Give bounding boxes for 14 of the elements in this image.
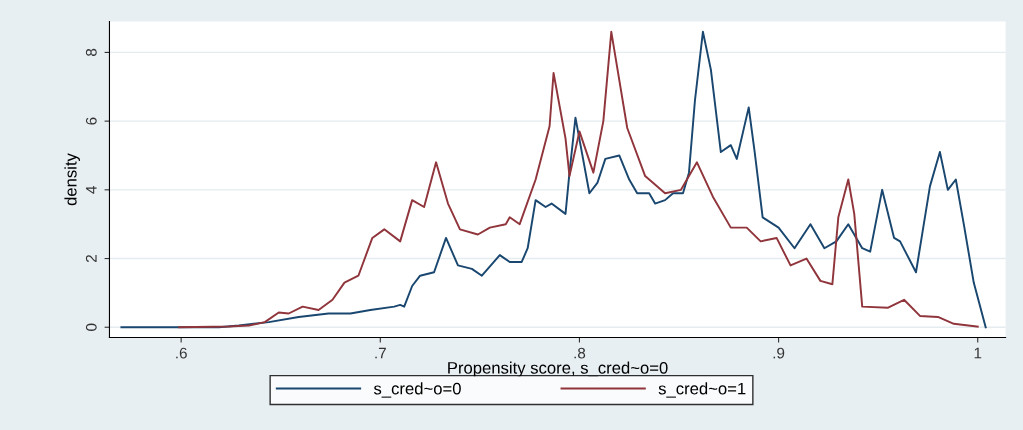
y-tick-label: 2: [85, 255, 97, 263]
x-tick-label: .7: [375, 347, 386, 359]
y-tick-label: 6: [85, 117, 97, 125]
y-axis-title: density: [64, 153, 80, 206]
legend-label: s_cred~o=1: [658, 382, 746, 398]
legend-label: s_cred~o=0: [373, 382, 461, 398]
y-tick-label: 8: [85, 48, 97, 56]
y-tick-label: 4: [86, 186, 97, 194]
x-tick-label: 1: [974, 347, 982, 359]
x-tick-label: .8: [574, 347, 586, 359]
x-tick-label: .9: [773, 347, 785, 359]
y-tick-label: 0: [85, 323, 97, 331]
x-axis-title: Propensity score, s_cred~o=0: [448, 361, 668, 378]
x-tick-label: .6: [176, 347, 187, 359]
